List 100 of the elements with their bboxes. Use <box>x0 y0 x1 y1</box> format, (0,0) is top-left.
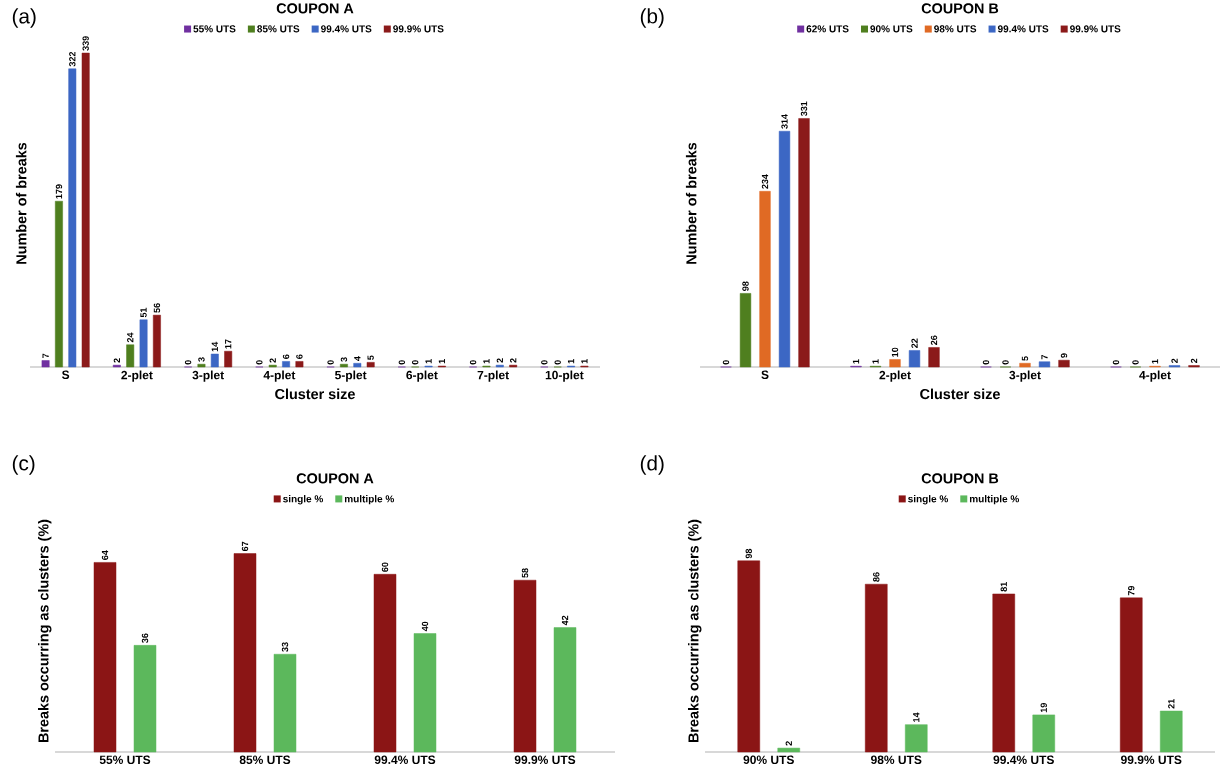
bar <box>908 350 921 368</box>
bar <box>210 353 219 368</box>
data-label: 98 <box>745 548 752 559</box>
data-label: 0 <box>982 360 990 365</box>
data-label: 7 <box>42 353 49 358</box>
data-label: 81 <box>1000 582 1007 592</box>
bar <box>739 293 752 368</box>
data-label: 339 <box>82 36 89 51</box>
chart-title: COUPON A <box>296 473 374 484</box>
data-label: 2 <box>496 358 503 363</box>
data-label: 0 <box>1002 360 1009 365</box>
y-axis-title: Breaks occurring as clusters (%) <box>687 519 702 743</box>
bar <box>282 361 290 368</box>
bar <box>1019 362 1031 368</box>
bar <box>778 130 791 368</box>
data-label: 1 <box>852 359 860 364</box>
bar <box>513 579 537 753</box>
bar <box>81 52 90 368</box>
data-label: 36 <box>141 633 149 643</box>
bar <box>126 344 135 368</box>
x-axis-title: Cluster size <box>275 388 355 400</box>
legend-label: 99.9% UTS <box>1070 25 1121 33</box>
data-label: 1 <box>567 359 575 364</box>
text: (c) <box>12 455 35 475</box>
bar <box>1058 359 1070 368</box>
data-label: 0 <box>327 360 334 365</box>
x-tick-label: 5-plet <box>335 370 367 382</box>
text: (a) <box>12 8 36 28</box>
legend-label: 99.9% UTS <box>393 25 444 33</box>
legend-label: multiple % <box>969 495 1020 505</box>
data-label: 10 <box>891 347 899 357</box>
data-label: 21 <box>1168 699 1175 709</box>
data-label: 24 <box>127 332 134 343</box>
data-label: 60 <box>381 562 389 572</box>
bar <box>153 314 161 368</box>
data-label: 56 <box>153 303 161 313</box>
data-label: 0 <box>541 360 548 365</box>
x-tick-label: 99.9% UTS <box>1121 755 1182 765</box>
chart-title: COUPON B <box>921 3 999 14</box>
data-label: 322 <box>69 51 76 67</box>
data-label: 58 <box>521 568 529 578</box>
bar <box>905 724 928 753</box>
bar <box>93 562 117 753</box>
data-label: 0 <box>469 360 477 365</box>
bar <box>68 68 77 368</box>
bar <box>928 347 940 368</box>
data-label: 42 <box>561 615 569 626</box>
data-label: 0 <box>554 360 561 365</box>
x-tick-label: 4-plet <box>263 370 296 382</box>
bar <box>1032 714 1056 753</box>
data-label: 1 <box>425 359 432 364</box>
data-label: 1 <box>438 359 446 364</box>
data-label: 234 <box>761 174 769 189</box>
bar <box>553 627 577 753</box>
bar <box>233 553 257 753</box>
bar <box>55 200 63 368</box>
bar <box>1038 361 1051 368</box>
legend-label: 98% UTS <box>934 25 977 33</box>
x-tick-label: 2-plet <box>121 370 153 382</box>
data-label: 0 <box>1132 360 1139 365</box>
bar <box>340 363 348 368</box>
legend-label: 99.4% UTS <box>997 25 1049 33</box>
y-axis-title: Number of breaks <box>15 142 27 264</box>
x-tick-label: 99.4% UTS <box>993 755 1054 765</box>
data-label: 26 <box>930 335 938 345</box>
bar <box>1160 710 1183 753</box>
x-axis-title: Cluster size <box>920 388 1000 400</box>
x-tick-label: 3-plet <box>192 370 224 382</box>
data-label: 179 <box>55 184 63 199</box>
data-label: 0 <box>1112 360 1120 365</box>
data-label: 5 <box>367 355 374 360</box>
bar <box>865 583 888 753</box>
bar <box>1120 597 1143 753</box>
data-label: 2 <box>1190 358 1198 363</box>
data-label: 19 <box>1040 703 1047 713</box>
data-label: 0 <box>398 360 406 365</box>
bar <box>777 747 801 753</box>
bar <box>798 118 810 368</box>
x-tick-label: 2-plet <box>879 370 911 382</box>
data-label: 64 <box>101 550 109 560</box>
bar <box>133 645 157 753</box>
legend-label: single % <box>908 495 949 505</box>
data-label: 98 <box>742 281 749 291</box>
bar <box>759 191 771 368</box>
bar <box>295 361 304 368</box>
x-tick-label: 99.9% UTS <box>514 755 576 765</box>
x-tick-label: S <box>761 370 769 380</box>
x-tick-label: 85% UTS <box>239 755 291 765</box>
data-label: 7 <box>1041 354 1048 360</box>
bar <box>139 319 148 368</box>
data-label: 2 <box>269 358 276 363</box>
data-label: 0 <box>412 360 419 365</box>
bar <box>197 363 206 368</box>
bar <box>737 560 760 753</box>
legend-label: single % <box>283 495 324 505</box>
data-label: 0 <box>256 360 263 365</box>
y-axis-title: Breaks occurring as clusters (%) <box>37 519 52 743</box>
data-label: 1 <box>581 359 588 364</box>
data-label: 331 <box>800 101 808 117</box>
legend-label: 90% UTS <box>870 25 913 33</box>
